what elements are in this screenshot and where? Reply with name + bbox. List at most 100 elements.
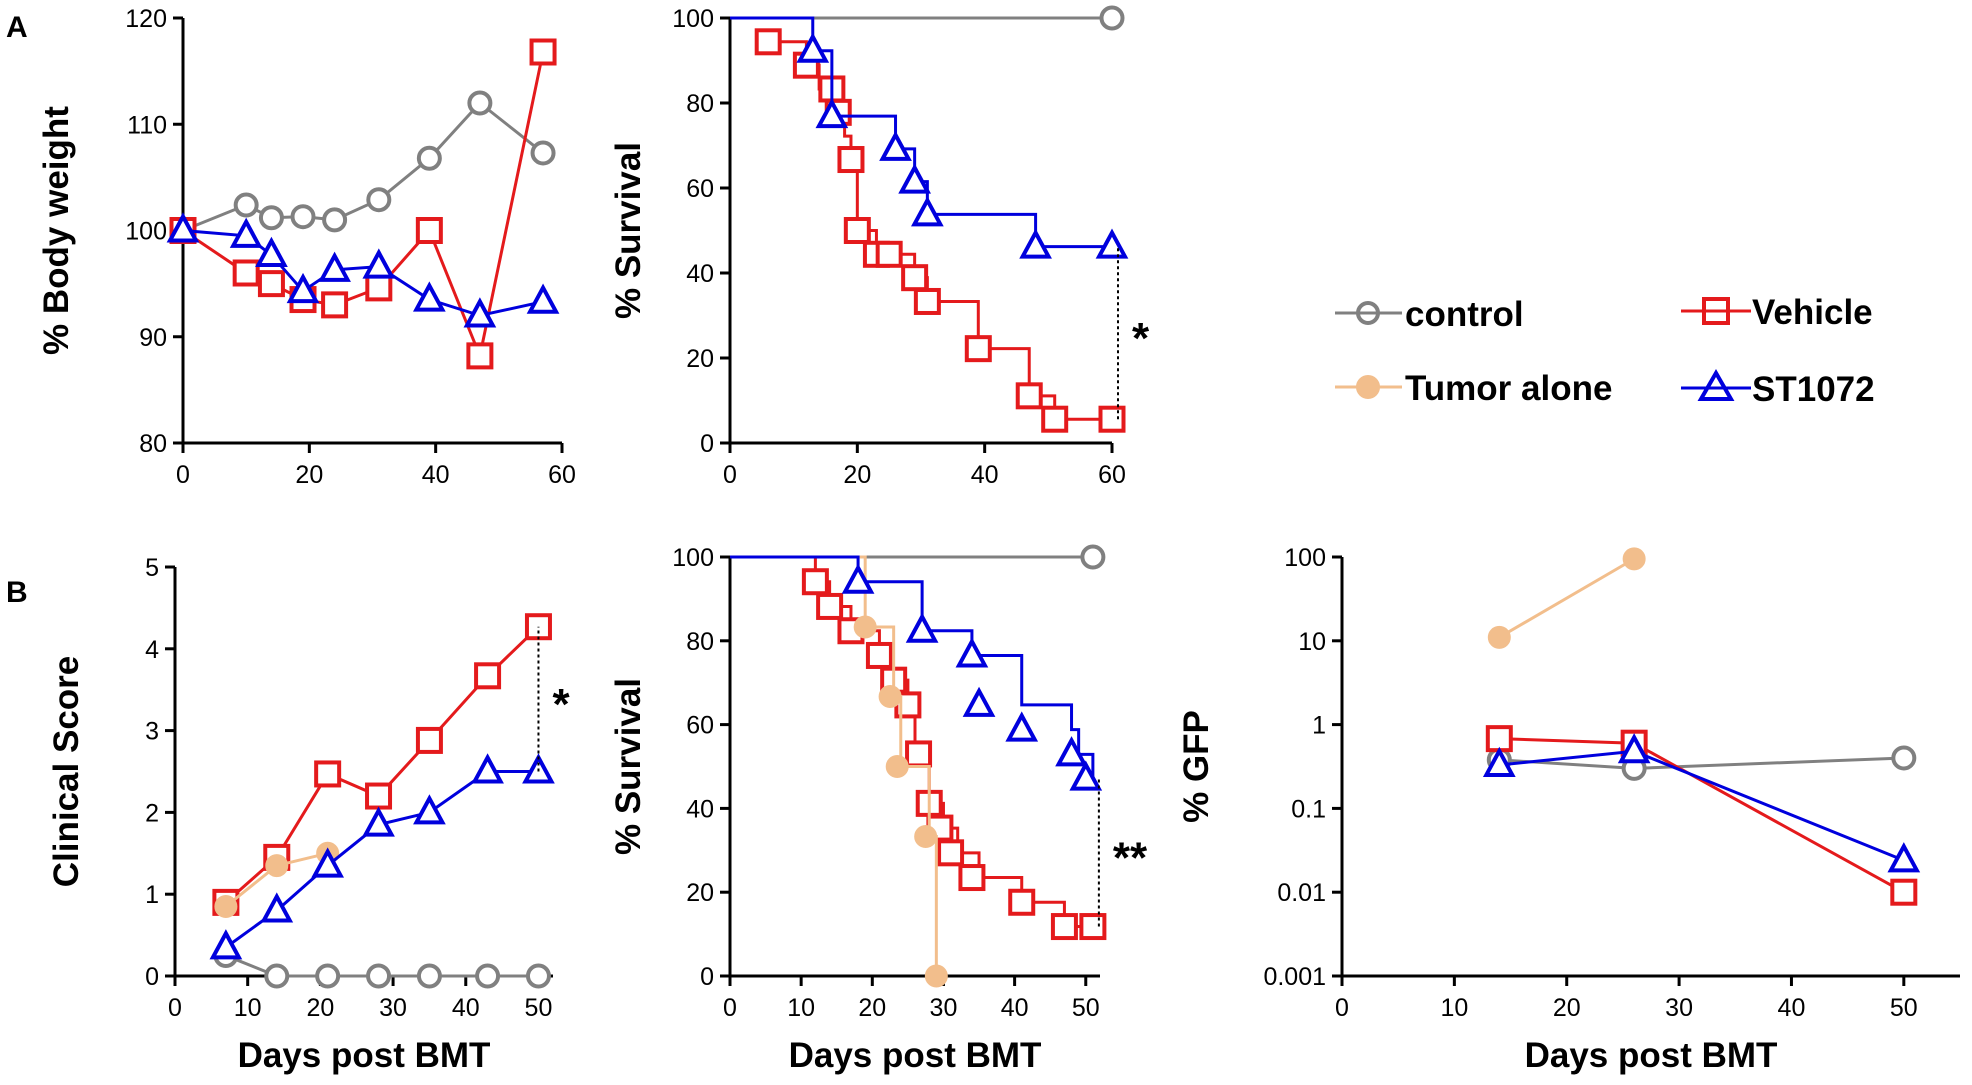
data-point-vehicle bbox=[365, 782, 393, 810]
legend-item-control: control bbox=[1335, 295, 1524, 334]
data-point-control bbox=[290, 204, 316, 230]
data-point-vehicle bbox=[1008, 888, 1036, 916]
data-point-tumor-alone bbox=[878, 685, 902, 709]
y-tick-label: 2 bbox=[145, 799, 159, 827]
y-tick-label: 4 bbox=[145, 636, 159, 664]
data-point-st1072 bbox=[1019, 228, 1052, 259]
x-tick-label: 40 bbox=[1001, 994, 1029, 1022]
data-point-st1072 bbox=[1069, 760, 1103, 791]
data-point-st1072 bbox=[463, 297, 497, 328]
data-point-vehicle bbox=[314, 760, 342, 788]
legend-label-st1072: ST1072 bbox=[1752, 370, 1875, 409]
data-point-control bbox=[416, 963, 442, 989]
series-vehicle bbox=[212, 613, 552, 916]
x-tick-label: 0 bbox=[723, 994, 737, 1022]
y-tick-label: 0 bbox=[145, 963, 159, 991]
data-point-st1072 bbox=[815, 97, 849, 129]
data-point-st1072 bbox=[1005, 711, 1039, 742]
x-tick-label: 0 bbox=[1335, 994, 1349, 1022]
data-point-control bbox=[475, 963, 501, 989]
data-point-control bbox=[233, 192, 259, 218]
series-st1072 bbox=[209, 753, 555, 960]
survival-chart-a: 0 20 40 60 80 100 0 20 40 60 % Survival * bbox=[609, 5, 1150, 489]
y-tick-label: 40 bbox=[686, 795, 714, 823]
data-point-vehicle bbox=[901, 264, 929, 292]
y-tick-label: 40 bbox=[686, 260, 714, 288]
legend-label-vehicle: Vehicle bbox=[1752, 293, 1873, 332]
data-point-vehicle bbox=[1890, 878, 1918, 906]
data-point-st1072 bbox=[318, 251, 351, 282]
data-point-st1072 bbox=[311, 847, 345, 878]
x-axis-title: Days post BMT bbox=[1525, 1036, 1778, 1075]
series-st1072 bbox=[730, 16, 1129, 259]
data-point-st1072 bbox=[841, 563, 875, 594]
data-point-vehicle bbox=[1098, 405, 1126, 433]
data-point-st1072 bbox=[796, 32, 830, 63]
data-point-control bbox=[467, 90, 493, 116]
significance-label: * bbox=[552, 680, 570, 729]
x-tick-label: 30 bbox=[1665, 994, 1693, 1022]
data-point-control bbox=[1891, 745, 1917, 771]
x-tick-label: 50 bbox=[1072, 994, 1100, 1022]
data-point-vehicle bbox=[865, 641, 893, 669]
data-point-st1072 bbox=[1095, 228, 1129, 259]
data-point-control bbox=[258, 205, 284, 231]
data-point-tumor-alone bbox=[914, 824, 938, 848]
data-point-vehicle bbox=[801, 568, 829, 596]
legend-label-control: control bbox=[1405, 295, 1524, 334]
y-tick-label: 80 bbox=[686, 90, 714, 118]
data-point-st1072 bbox=[209, 929, 243, 960]
y-axis-title: % Survival bbox=[609, 678, 648, 855]
y-axis-title: Clinical Score bbox=[47, 656, 86, 887]
data-point-st1072 bbox=[471, 753, 504, 784]
series-st1072 bbox=[1482, 733, 1921, 873]
x-tick-label: 50 bbox=[525, 994, 553, 1022]
legend-marker-control bbox=[1356, 301, 1380, 325]
data-point-vehicle bbox=[816, 592, 844, 620]
data-point-vehicle bbox=[913, 287, 941, 315]
data-point-tumor-alone bbox=[924, 964, 948, 988]
data-point-st1072 bbox=[955, 637, 989, 668]
y-tick-label: 80 bbox=[686, 628, 714, 656]
data-point-vehicle bbox=[905, 740, 933, 768]
data-point-vehicle bbox=[1041, 405, 1069, 433]
significance-label: ** bbox=[1113, 834, 1148, 883]
y-tick-label: 60 bbox=[686, 175, 714, 203]
x-tick-label: 20 bbox=[306, 994, 334, 1022]
y-tick-label: 80 bbox=[139, 430, 167, 458]
data-point-vehicle bbox=[837, 146, 865, 174]
y-tick-label: 100 bbox=[125, 218, 167, 246]
data-point-tumor-alone bbox=[1622, 547, 1646, 571]
series-vehicle bbox=[1485, 725, 1918, 906]
data-point-vehicle bbox=[1015, 382, 1043, 410]
series-line-tumor-alone bbox=[1498, 557, 1635, 639]
x-tick-label: 10 bbox=[787, 994, 815, 1022]
data-point-vehicle bbox=[1485, 725, 1513, 753]
data-point-st1072 bbox=[255, 236, 288, 267]
series-st1072 bbox=[730, 555, 1103, 791]
y-tick-label: 0 bbox=[700, 430, 714, 458]
data-point-tumor-alone bbox=[214, 894, 238, 918]
series-vehicle bbox=[754, 28, 1126, 433]
data-point-tumor-alone bbox=[885, 755, 909, 778]
data-point-vehicle bbox=[415, 726, 443, 754]
data-point-st1072 bbox=[905, 612, 939, 643]
y-tick-label: 0.01 bbox=[1277, 879, 1326, 907]
x-tick-label: 0 bbox=[723, 461, 737, 489]
y-tick-label: 0 bbox=[700, 963, 714, 991]
data-point-vehicle bbox=[875, 240, 903, 268]
data-point-st1072 bbox=[898, 163, 931, 194]
x-tick-label: 40 bbox=[422, 461, 450, 489]
data-point-st1072 bbox=[526, 283, 560, 314]
data-point-st1072 bbox=[1482, 746, 1516, 777]
legend-item-tumor-alone: Tumor alone bbox=[1335, 369, 1612, 408]
x-tick-label: 60 bbox=[548, 461, 576, 489]
y-tick-label: 100 bbox=[672, 544, 714, 572]
x-tick-label: 10 bbox=[234, 994, 262, 1022]
x-axis-title: Days post BMT bbox=[238, 1036, 491, 1075]
x-tick-label: 40 bbox=[452, 994, 480, 1022]
x-tick-label: 40 bbox=[1778, 994, 1806, 1022]
x-tick-label: 20 bbox=[1553, 994, 1581, 1022]
data-point-st1072 bbox=[1055, 736, 1088, 767]
